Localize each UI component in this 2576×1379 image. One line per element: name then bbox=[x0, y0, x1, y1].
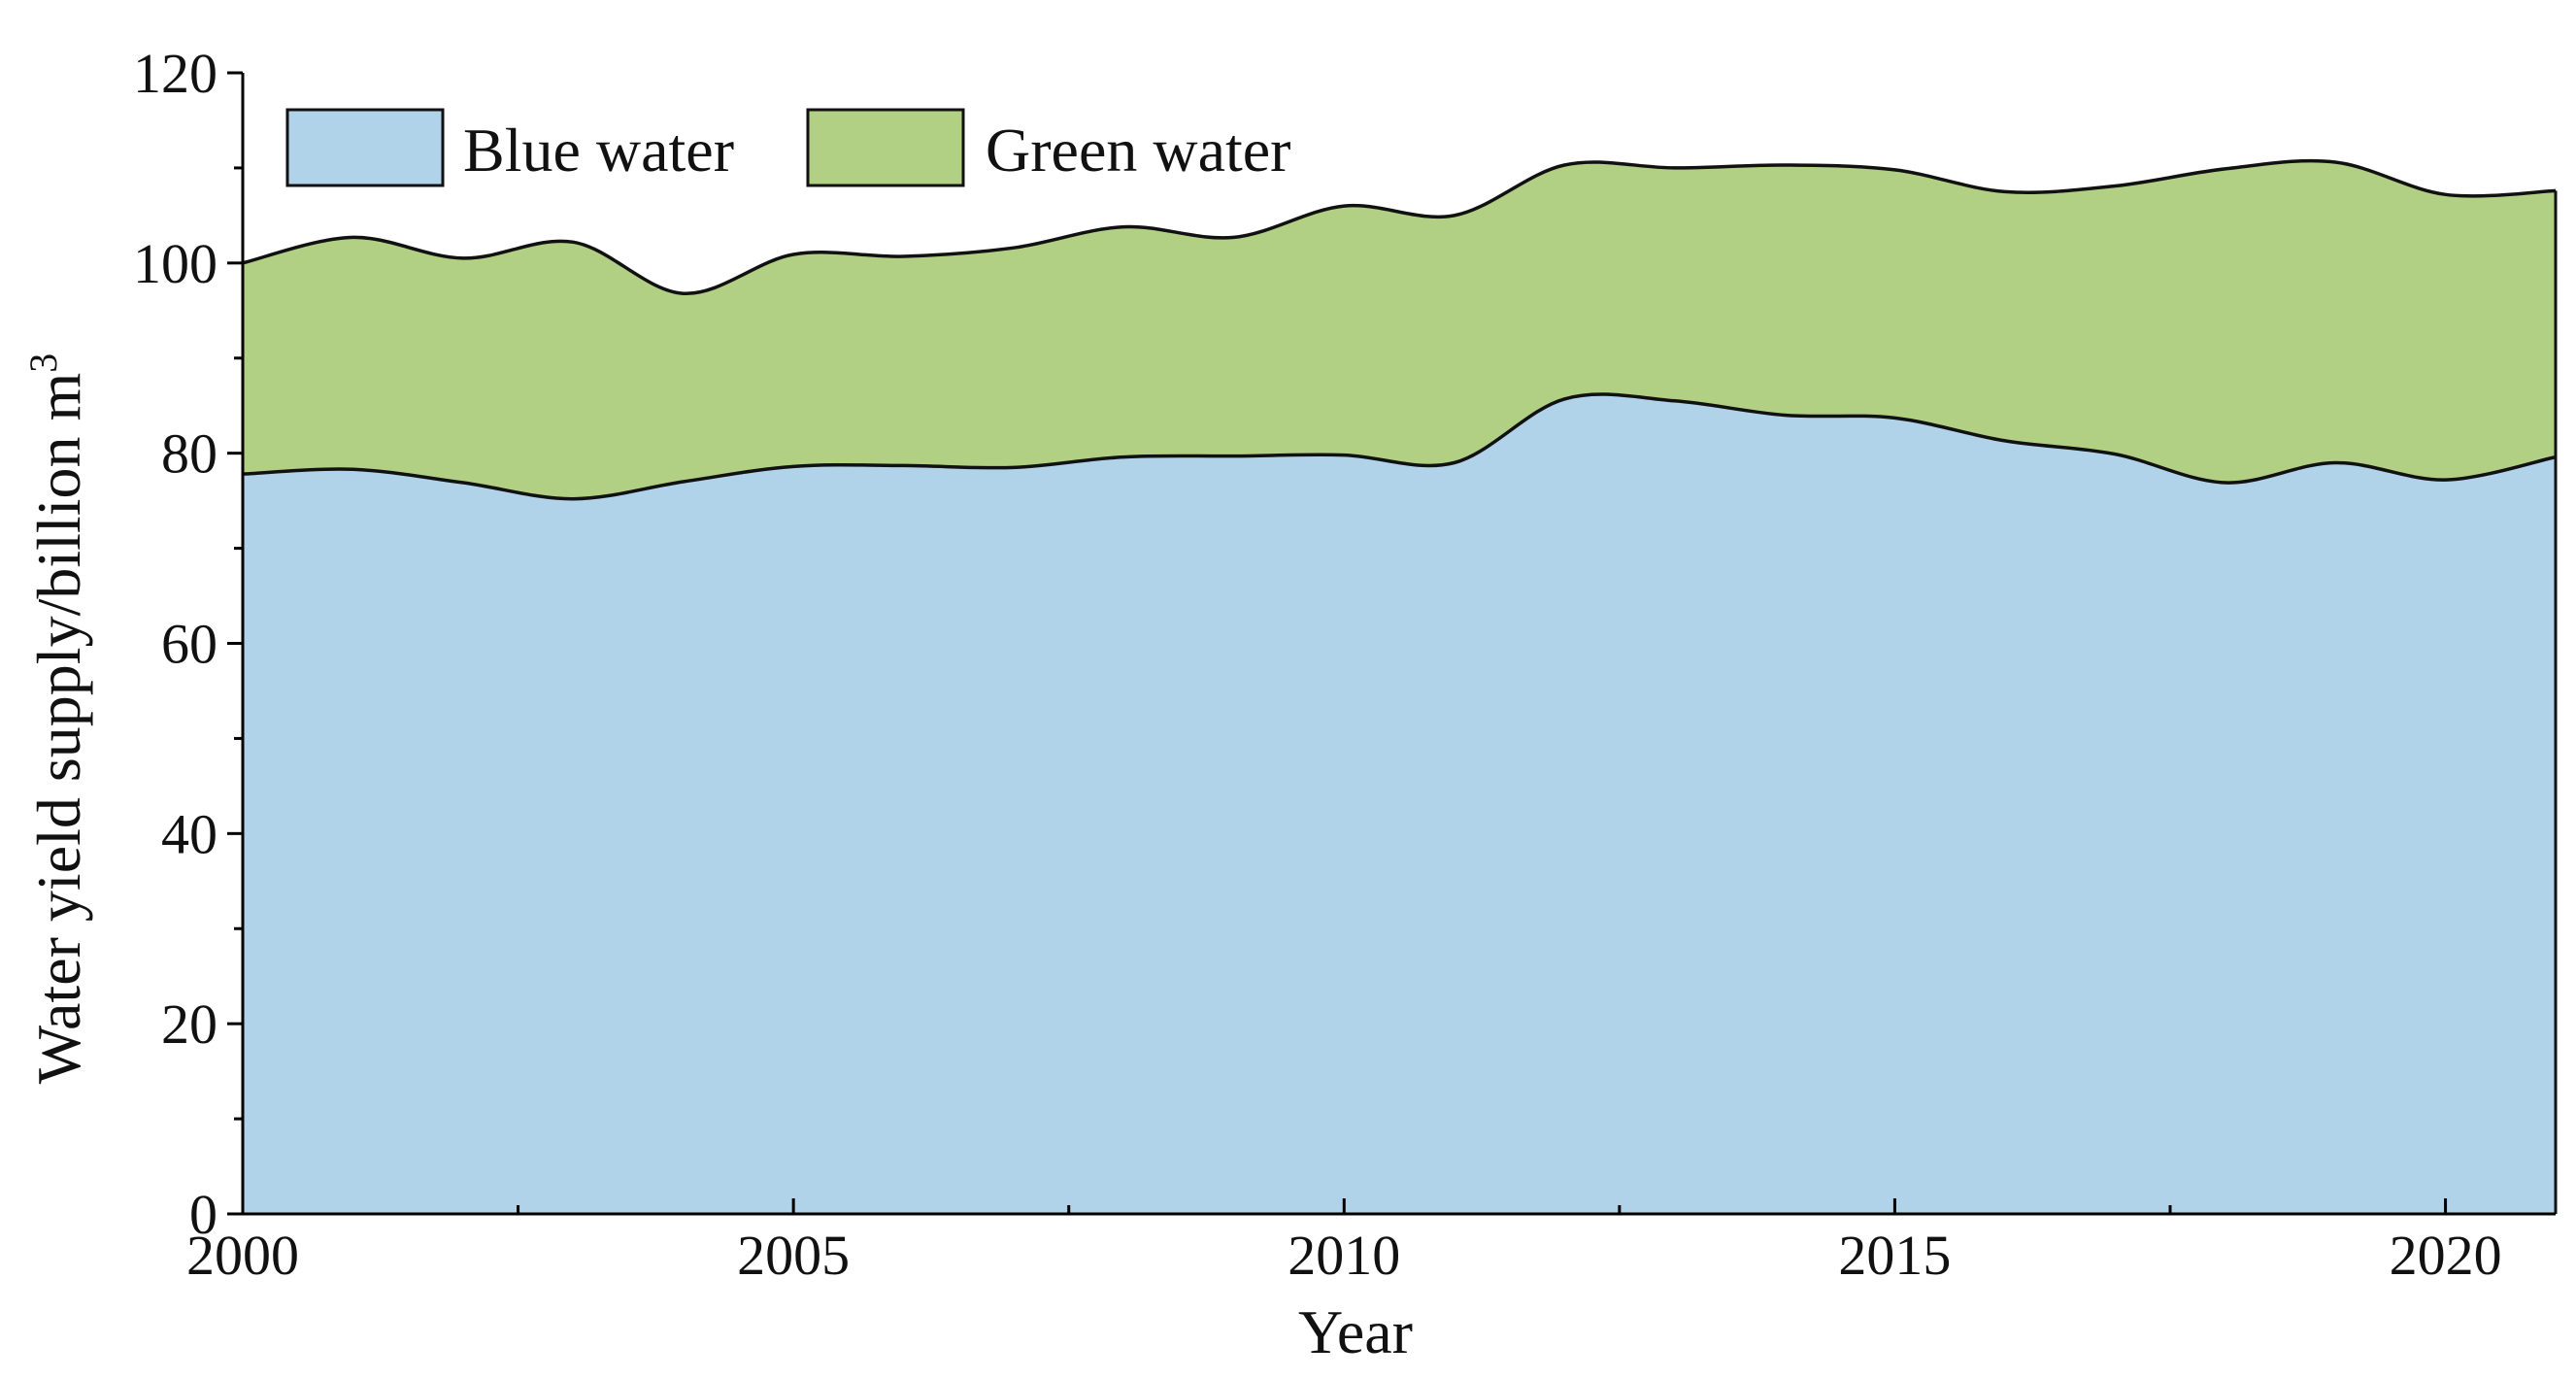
y-tick-label: 60 bbox=[161, 613, 217, 676]
legend-label-blue-water: Blue water bbox=[463, 116, 734, 185]
legend-label-green-water: Green water bbox=[986, 116, 1290, 185]
y-tick-label: 120 bbox=[133, 42, 217, 105]
y-axis-title: Water yield supply/billion m3 bbox=[21, 353, 93, 1085]
y-tick-label: 100 bbox=[133, 232, 217, 295]
y-axis-title-superscript: 3 bbox=[21, 353, 65, 373]
series-line-blue-water bbox=[242, 392, 2557, 501]
x-tick-label: 2000 bbox=[186, 1224, 299, 1287]
y-axis-title-text: Water yield supply/billion m bbox=[24, 373, 93, 1085]
area-blue-water bbox=[243, 394, 2556, 1214]
y-tick-label: 20 bbox=[161, 992, 217, 1056]
x-tick-label: 2005 bbox=[737, 1224, 850, 1287]
areas bbox=[242, 158, 2558, 1215]
axes: 0 20 40 60 80 100 120 2000 2005 2010 2015 2020 bbox=[133, 42, 2556, 1287]
y-tick-label: 0 bbox=[189, 1183, 217, 1246]
series-line-green-water bbox=[242, 158, 2557, 295]
x-tick-label: 2020 bbox=[2390, 1224, 2502, 1287]
legend-swatch-green-water bbox=[806, 108, 965, 187]
legend-swatch-blue-water bbox=[285, 108, 445, 187]
x-axis-title: Year bbox=[1298, 1297, 1413, 1366]
x-tick-label: 2010 bbox=[1288, 1224, 1400, 1287]
y-tick-label: 80 bbox=[161, 422, 217, 486]
y-tick-label: 40 bbox=[161, 802, 217, 865]
legend: Blue water Green water bbox=[285, 108, 1290, 187]
x-tick-label: 2015 bbox=[1838, 1224, 1951, 1287]
